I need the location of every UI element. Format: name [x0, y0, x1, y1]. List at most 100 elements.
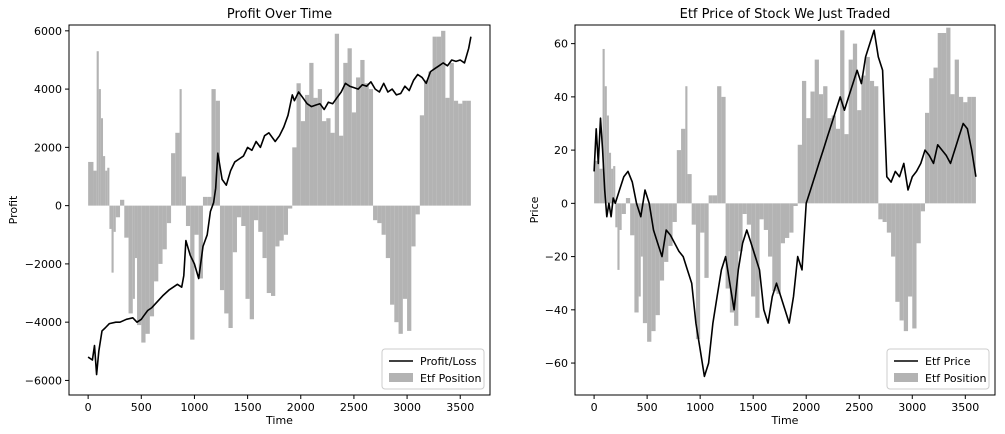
etf-position-bar: [659, 203, 665, 281]
x-tick-label: 0: [591, 401, 598, 414]
etf-position-bar: [449, 62, 454, 206]
plot-frame: [574, 24, 996, 396]
etf-position-bar: [360, 59, 365, 206]
etf-position-bar: [869, 80, 875, 204]
etf-position-bar: [162, 205, 167, 250]
etf-price-line: [593, 29, 977, 378]
etf-position-bar: [615, 203, 618, 228]
etf-position-bar: [115, 205, 121, 218]
etf-position-bar: [895, 203, 900, 302]
etf-position-bar: [814, 59, 819, 204]
etf-position-bar: [219, 205, 225, 291]
etf-position-bar: [105, 170, 108, 206]
legend-entry: Etf Position: [925, 372, 986, 385]
plot-frame: [68, 24, 491, 396]
etf-position-bar: [640, 203, 643, 257]
etf-position-bar: [903, 203, 909, 332]
x-tick-label: 1500: [739, 401, 767, 414]
legend-entry: Etf Price: [925, 355, 971, 368]
y-tick-label: 0: [55, 200, 62, 213]
etf-position-bar: [428, 71, 433, 206]
etf-position-bar: [292, 147, 297, 206]
etf-position-bar: [141, 205, 146, 343]
etf-position-bar: [120, 199, 125, 206]
etf-position-bar: [432, 36, 437, 206]
x-tick-label: 500: [131, 401, 152, 414]
etf-position-bar: [941, 32, 947, 204]
etf-position-bar: [373, 205, 378, 221]
etf-position-bar: [882, 203, 887, 222]
etf-position-bar: [613, 166, 616, 204]
etf-position-bar: [865, 56, 870, 204]
etf-position-bar: [625, 198, 631, 204]
legend-bar-swatch: [894, 373, 918, 382]
etf-position-bar: [827, 118, 832, 204]
etf-position-bar: [602, 48, 605, 204]
etf-position-bar: [776, 203, 781, 294]
etf-position-bar: [322, 121, 327, 206]
etf-position-bar: [840, 30, 845, 204]
etf-position-bar: [436, 36, 442, 206]
etf-position-bar: [132, 205, 135, 299]
etf-position-bar: [445, 97, 450, 206]
etf-position-bar: [207, 196, 212, 206]
y-axis-label: Profit: [7, 195, 20, 224]
etf-position-bar: [98, 89, 101, 206]
etf-position-bar: [279, 205, 284, 241]
etf-position-bar: [712, 195, 718, 204]
etf-position-bar: [166, 205, 172, 224]
etf-position-bar: [330, 132, 335, 206]
etf-position-bar: [835, 128, 841, 204]
etf-position-bar: [844, 134, 849, 204]
etf-position-bar: [780, 203, 785, 244]
etf-position-bar: [149, 205, 155, 317]
etf-position-bar: [381, 205, 386, 235]
etf-position-bar: [154, 205, 159, 282]
legend: Profit/Loss Etf Position: [381, 348, 485, 390]
y-tick-label: 0: [561, 197, 568, 210]
x-tick-label: 1000: [180, 401, 208, 414]
etf-position-bar: [111, 205, 114, 273]
y-tick-label: −4000: [25, 316, 62, 329]
etf-position-bar: [630, 203, 635, 236]
etf-position-bar: [810, 91, 815, 204]
etf-position-bar: [309, 62, 314, 206]
etf-position-bar: [755, 203, 760, 318]
y-tick-label: 4000: [34, 83, 62, 96]
x-tick-label: 2000: [792, 401, 820, 414]
etf-position-bar: [617, 203, 620, 270]
etf-position-bar: [283, 205, 289, 235]
etf-position-bar: [848, 59, 853, 204]
etf-position-bar: [394, 205, 399, 323]
etf-position-bar: [797, 144, 802, 204]
etf-position-bar: [158, 205, 163, 264]
etf-position-bar: [621, 203, 626, 214]
etf-position-bar: [458, 103, 463, 206]
etf-position-bar: [899, 203, 904, 321]
x-tick-label: 3500: [951, 401, 979, 414]
y-tick-label: −6000: [25, 374, 62, 387]
x-tick-label: 2000: [287, 401, 315, 414]
etf-position-bar: [717, 86, 722, 204]
etf-position-bar: [462, 100, 467, 206]
etf-position-bar: [296, 83, 301, 206]
profit-loss-line: [87, 36, 472, 376]
etf-position-bar: [96, 51, 99, 206]
etf-position-bar: [685, 86, 688, 204]
etf-position-bar: [398, 205, 403, 334]
etf-position-bar: [700, 203, 705, 233]
etf-position-bar: [275, 205, 280, 247]
x-tick-label: 500: [637, 401, 658, 414]
etf-position-bar: [967, 96, 972, 204]
etf-position-bar: [668, 203, 673, 246]
etf-position-bar: [368, 89, 374, 206]
etf-position-bar: [228, 205, 233, 328]
etf-position-bar: [124, 205, 129, 238]
etf-position-bar: [134, 205, 138, 259]
etf-position-bar: [950, 94, 955, 204]
etf-position-bar: [236, 205, 242, 218]
legend-entry: Etf Position: [420, 372, 481, 385]
etf-position-bar: [424, 80, 429, 206]
etf-position-bar: [647, 203, 652, 342]
